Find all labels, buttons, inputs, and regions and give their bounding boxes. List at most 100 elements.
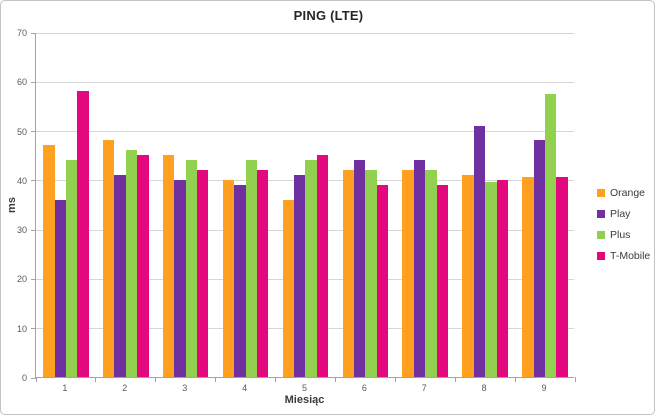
bar-group-8 [455,33,515,377]
bar-orange-5 [282,199,295,377]
y-axis-tick-label: 70 [16,28,27,38]
bar-t-mobile-1 [77,91,89,377]
bar-group-4 [216,33,276,377]
bar-t-mobile-2 [137,155,149,377]
bar-orange-7 [402,170,414,377]
bar-play-8 [473,125,486,377]
legend-item-t-mobile: T-Mobile [597,249,650,262]
x-axis-tick [155,377,157,382]
x-axis-tick-label: 9 [541,383,547,393]
bar-play-1 [54,199,66,377]
x-axis-tick-label: 1 [62,383,68,393]
bar-play-3 [174,179,186,377]
bar-group-1 [36,33,96,377]
legend-item-plus: Plus [597,228,650,241]
y-axis-tick [31,32,36,34]
x-axis-tick-label: 4 [242,383,248,393]
x-axis-tick [215,377,217,382]
x-axis-tick-label: 3 [182,383,188,393]
bar-t-mobile-8 [496,179,508,377]
legend-swatch-icon [597,251,605,260]
bar-group-5 [276,33,336,377]
bar-group-6 [335,33,395,377]
bar-group-3 [156,33,216,377]
legend-swatch-icon [597,209,605,218]
bar-plus-8 [485,182,497,377]
y-axis-tick [31,81,36,83]
bar-t-mobile-7 [436,184,449,377]
y-axis-tick-label: 50 [16,126,27,137]
legend-label: Plus [610,228,631,241]
y-axis-tick-label: 0 [21,373,27,383]
y-axis-tick-label: 20 [16,274,27,285]
bar-orange-2 [103,140,115,377]
bar-orange-3 [162,155,175,377]
bar-play-9 [533,140,546,377]
y-axis-tick-label: 40 [16,175,27,186]
bar-t-mobile-3 [197,170,209,377]
y-axis-tick [31,180,36,182]
x-axis-tick [95,377,97,382]
gridline-70 [36,32,574,34]
gridline-60 [36,81,574,83]
y-axis-tick-label: 30 [16,225,27,236]
bar-play-5 [294,174,306,377]
x-axis-tick-label: 7 [421,383,427,393]
legend-label: Play [610,207,631,220]
bar-group-9 [515,33,575,377]
x-axis-tick [514,377,516,382]
y-axis-tick [31,278,36,280]
bar-t-mobile-4 [256,170,269,377]
y-axis-tick [31,328,36,330]
bar-group-7 [395,33,455,377]
bar-orange-1 [43,145,55,377]
bar-orange-4 [222,179,235,377]
y-axis-tick [31,229,36,231]
y-axis-tick-label: 60 [16,77,27,88]
bar-plus-5 [305,160,317,377]
y-axis-tick [31,377,36,379]
legend-swatch-icon [597,230,605,239]
x-axis-tick-label: 2 [122,383,128,393]
x-axis-tick-label: 8 [481,383,487,393]
gridline-50 [36,131,574,133]
bar-play-7 [413,160,426,377]
legend-swatch-icon [597,188,605,197]
bar-play-6 [353,160,366,377]
y-axis-title: ms [6,197,18,213]
x-axis-tick [454,377,456,382]
bar-orange-6 [342,170,354,377]
bar-plus-9 [545,93,557,377]
bar-plus-2 [125,150,138,377]
legend-label: Orange [610,186,646,199]
legend-item-orange: Orange [597,186,650,199]
x-axis-tick [334,377,336,382]
bar-plus-3 [185,160,198,377]
bar-play-4 [234,184,246,377]
bar-orange-9 [522,177,534,377]
legend: Orange Play Plus T-Mobile [597,186,650,262]
chart-title: PING (LTE) [293,8,364,23]
x-axis-tick [394,377,396,382]
legend-label: T-Mobile [610,249,651,262]
legend-item-play: Play [597,207,650,220]
x-axis-tick-label: 5 [301,383,307,393]
x-axis-tick [574,377,576,382]
bar-play-2 [114,174,126,377]
x-axis-tick [275,377,277,382]
bar-t-mobile-6 [376,184,389,377]
y-axis-tick [31,131,36,133]
x-axis-tick-label: 6 [361,383,367,393]
bar-t-mobile-5 [316,155,329,377]
bar-plus-7 [425,170,437,377]
bar-plus-4 [245,160,257,377]
plot-area [31,32,576,382]
x-axis-title: Miesiąc [284,394,325,406]
bar-plus-6 [365,170,377,377]
y-axis-tick-label: 10 [16,323,27,334]
bar-orange-8 [462,174,474,377]
bar-t-mobile-9 [556,177,568,377]
bar-group-2 [96,33,156,377]
bar-plus-1 [65,160,78,377]
